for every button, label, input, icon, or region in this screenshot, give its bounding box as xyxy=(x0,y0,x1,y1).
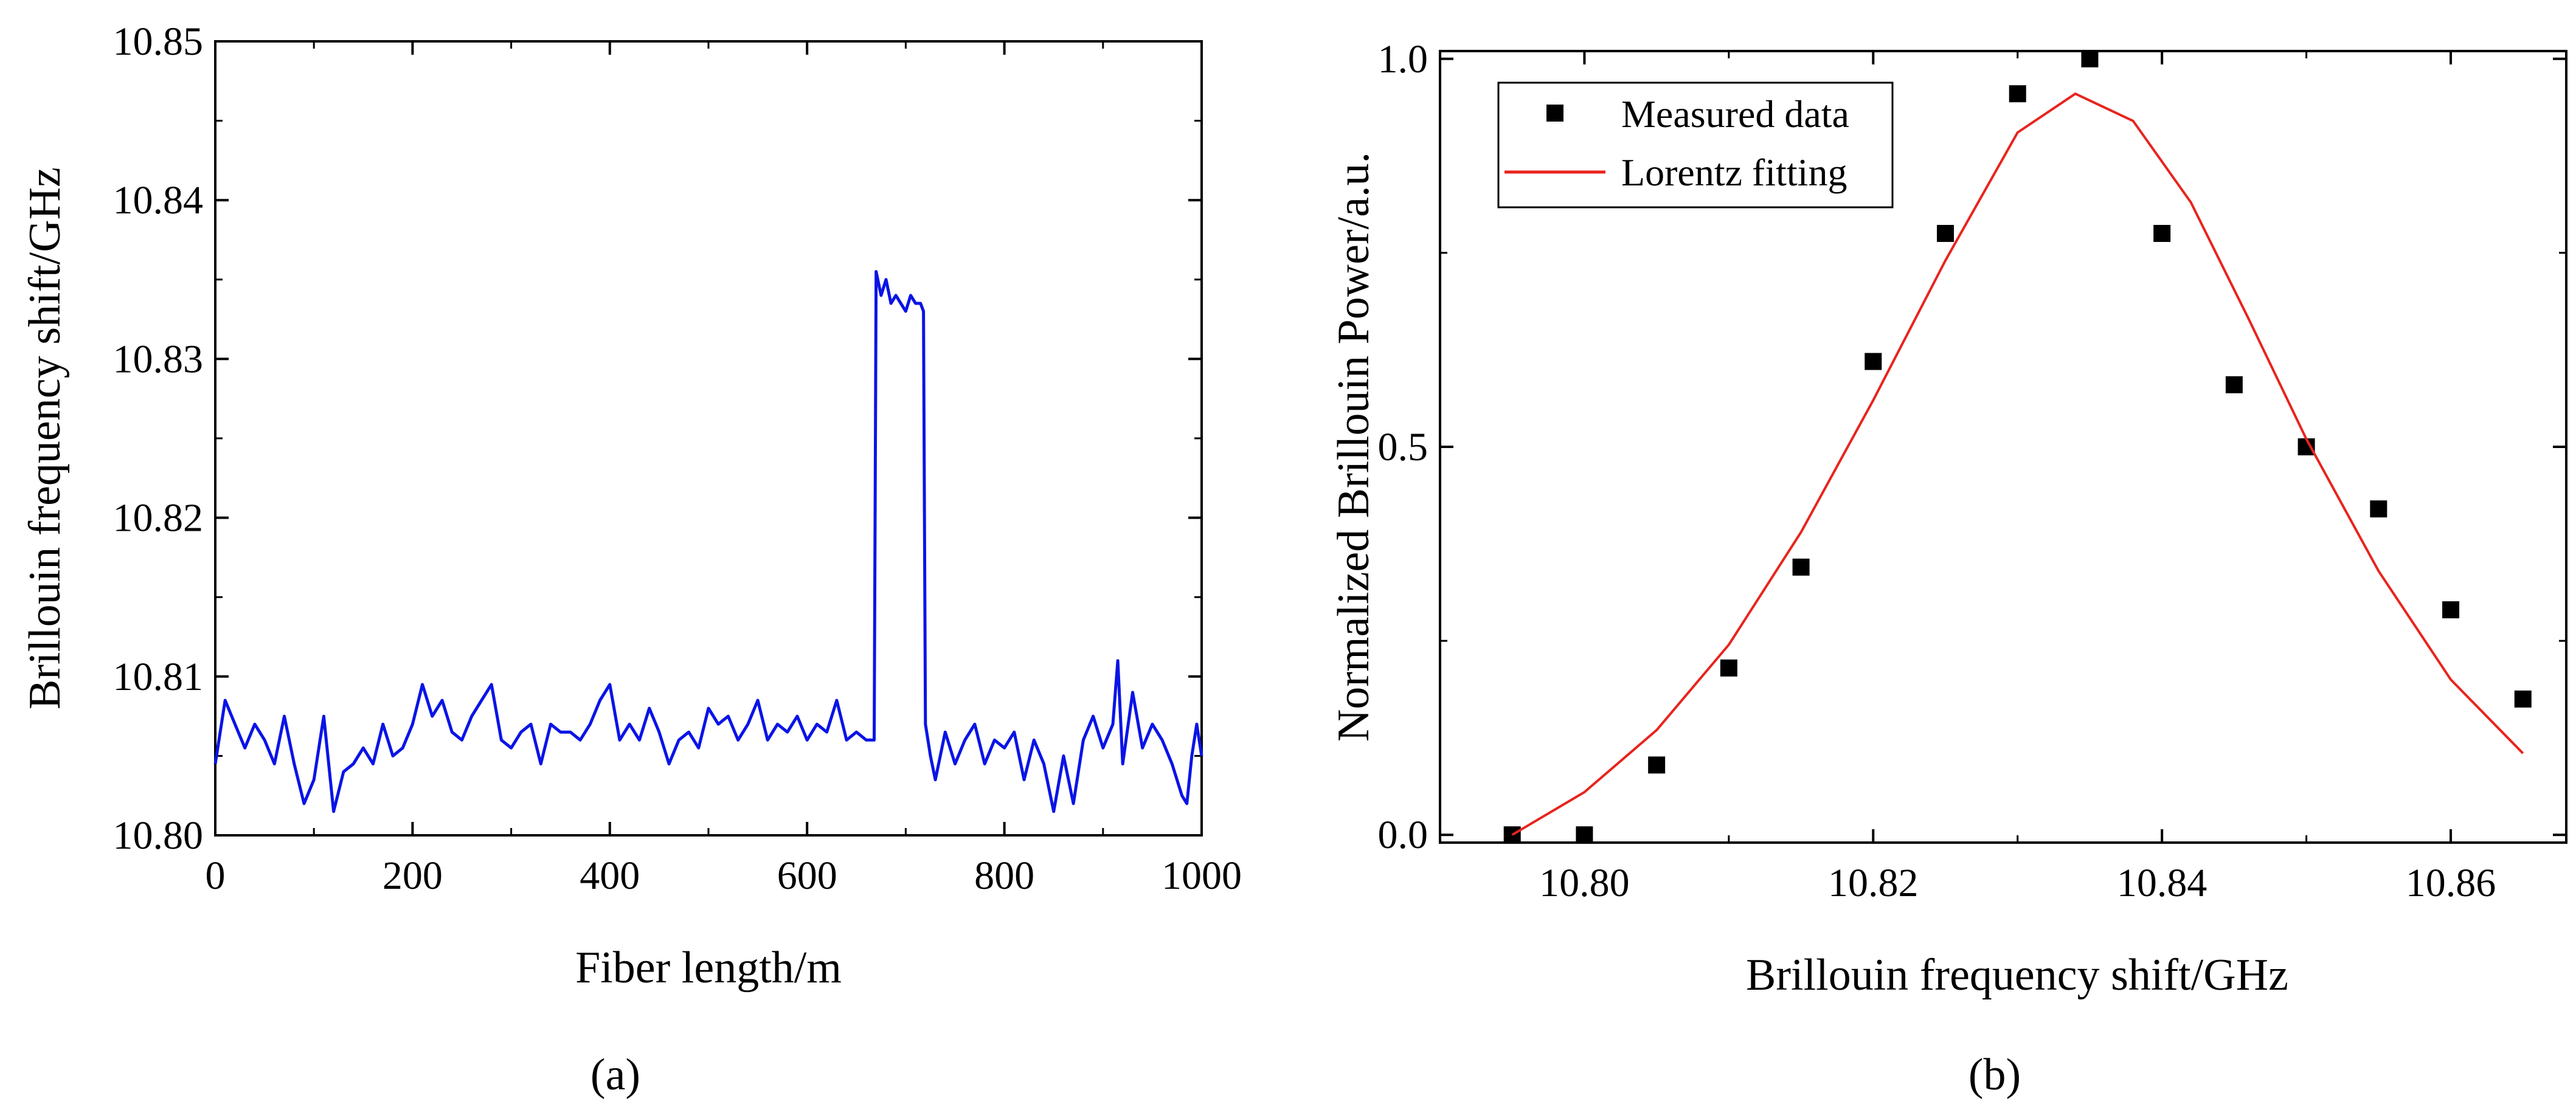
y-tick-label: 10.80 xyxy=(113,813,204,858)
data-point-measured xyxy=(1576,826,1593,844)
data-point-measured xyxy=(2370,500,2387,518)
data-point-measured xyxy=(1648,756,1666,774)
data-point-measured xyxy=(1937,224,1955,242)
chart-b: 10.80 10.82 10.84 10.86 0.0 0.5 1.0 Measured … xyxy=(1329,37,2567,1100)
legend-label-measured-data: Measured data xyxy=(1621,92,1849,136)
bfs-trace-line xyxy=(213,270,1203,813)
y-tick-label: 1.0 xyxy=(1378,37,1428,81)
chart-a-x-ticks: 0 200 400 600 800 1000 xyxy=(206,41,1242,898)
legend-box xyxy=(1497,81,1894,209)
chart-b-y-axis-title: Normalized Brillouin Power/a.u. xyxy=(1329,152,1379,742)
data-point-measured xyxy=(2442,601,2460,619)
y-tick-label: 0.0 xyxy=(1378,813,1428,857)
data-point-measured xyxy=(1503,826,1521,844)
chart-b-y-ticks: 0.0 0.5 1.0 xyxy=(1378,37,2566,857)
y-tick-label: 10.84 xyxy=(113,178,204,223)
chart-a-panel-label: (a) xyxy=(590,1050,640,1100)
chart-b-x-axis-title: Brillouin frequency shift/GHz xyxy=(1746,950,2288,1000)
x-tick-label: 1000 xyxy=(1162,854,1242,898)
y-tick-label: 10.85 xyxy=(113,19,204,64)
x-tick-label: 10.82 xyxy=(1828,861,1919,905)
data-point-measured xyxy=(2081,50,2099,67)
x-tick-label: 200 xyxy=(383,854,443,898)
y-tick-label: 0.5 xyxy=(1378,425,1428,469)
chart-a-series xyxy=(213,270,1203,813)
chart-b-series xyxy=(1503,50,2532,844)
data-point-measured xyxy=(1720,659,1737,677)
chart-a-y-ticks: 10.80 10.81 10.82 10.83 10.84 10.85 xyxy=(113,19,1202,858)
x-tick-label: 800 xyxy=(974,854,1034,898)
chart-a: 0 200 400 600 800 1000 10.8010.8110.8210.8310… xyxy=(20,19,1242,1100)
x-tick-label: 10.86 xyxy=(2406,861,2496,905)
data-point-measured xyxy=(2225,376,2243,393)
data-point-measured xyxy=(1792,558,1810,576)
chart-a-plot-frame xyxy=(214,40,1203,837)
y-tick-label: 10.82 xyxy=(113,496,204,540)
x-tick-label: 600 xyxy=(777,854,837,898)
data-point-measured xyxy=(2153,224,2171,242)
chart-b-panel-label: (b) xyxy=(1968,1050,2021,1100)
x-tick-label: 10.84 xyxy=(2117,861,2207,905)
x-tick-label: 0 xyxy=(206,854,226,898)
chart-a-y-axis-title: Brillouin frequency shift/GHz xyxy=(20,167,70,709)
chart-b-x-ticks: 10.80 10.82 10.84 10.86 xyxy=(1439,51,2496,905)
legend-marker-measured-data xyxy=(1546,105,1563,122)
data-point-measured xyxy=(2514,690,2532,708)
x-tick-label: 400 xyxy=(580,854,640,898)
y-tick-label: 10.83 xyxy=(113,337,204,381)
y-tick-label: 10.81 xyxy=(113,655,204,699)
legend-label-lorentz-fitting: Lorentz fitting xyxy=(1621,151,1847,194)
data-point-measured xyxy=(1864,353,1882,370)
data-point-measured xyxy=(2009,85,2026,103)
chart-b-legend: Measured data Lorentz fitting xyxy=(1497,81,1894,209)
lorentz-fit-line xyxy=(1511,92,2524,836)
chart-a-x-axis-title: Fiber length/m xyxy=(575,943,842,993)
x-tick-label: 10.80 xyxy=(1539,861,1630,905)
